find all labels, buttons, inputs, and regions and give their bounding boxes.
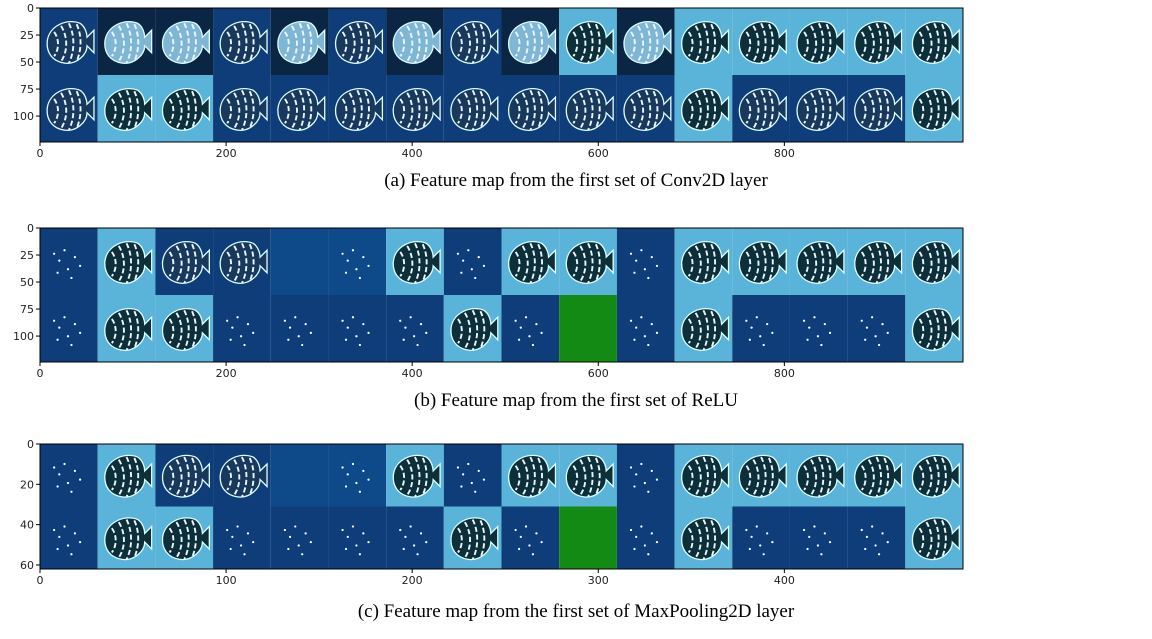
feature-tile [559, 507, 617, 570]
feature-tile [790, 507, 848, 570]
y-tick-label: 20 [20, 478, 34, 491]
y-tick-label: 60 [20, 559, 34, 572]
feature-tile [271, 228, 329, 295]
feature-tile [271, 444, 329, 507]
feature-tile [559, 295, 617, 362]
x-tick-label: 300 [588, 574, 609, 587]
feature-tile [213, 295, 271, 362]
x-tick-label: 200 [216, 367, 237, 380]
x-tick-label: 200 [216, 147, 237, 160]
panel: 0 200 400 600 800 0 25 50 75 100 (a) Feature map f… [13, 2, 963, 191]
feature-tile [732, 295, 790, 362]
figure: 02004006008000255075100(a) Feature map f… [0, 0, 1152, 639]
y-tick-label: 75 [20, 83, 34, 96]
x-tick-label: 400 [774, 574, 795, 587]
x-tick-label: 0 [37, 147, 44, 160]
feature-tile [617, 507, 675, 570]
feature-tile [40, 295, 98, 362]
y-tick-label: 75 [20, 303, 34, 316]
feature-tile [732, 507, 790, 570]
feature-tile [444, 228, 502, 295]
caption: (b) Feature map from the first set of Re… [414, 390, 738, 411]
x-tick-label: 400 [402, 367, 423, 380]
feature-tile [444, 444, 502, 507]
caption: (a) Feature map from the first set of Co… [384, 170, 768, 191]
x-tick-label: 0 [37, 574, 44, 587]
y-tick-label: 0 [27, 2, 34, 15]
x-tick-label: 600 [588, 367, 609, 380]
x-tick-label: 0 [37, 367, 44, 380]
y-tick-label: 50 [20, 276, 34, 289]
feature-tile [386, 507, 444, 570]
y-tick-label: 0 [27, 438, 34, 451]
feature-tile [386, 295, 444, 362]
feature-tile [328, 507, 386, 570]
x-tick-label: 200 [402, 574, 423, 587]
x-tick-label: 800 [774, 367, 795, 380]
x-tick-label: 800 [774, 147, 795, 160]
panel: 0 200 400 600 800 0 25 50 75 100 (b) Feature map f… [13, 222, 963, 411]
y-tick-label: 100 [13, 110, 34, 123]
feature-tile [271, 295, 329, 362]
feature-tile [617, 444, 675, 507]
y-tick-label: 100 [13, 330, 34, 343]
feature-tile [617, 228, 675, 295]
feature-tile [328, 228, 386, 295]
feature-tile [328, 295, 386, 362]
feature-tile [502, 507, 560, 570]
caption: (c) Feature map from the first set of Ma… [358, 601, 795, 622]
feature-tile [40, 228, 98, 295]
panel: 0 100 200 300 400 0 20 40 60 (c) Feature map from… [20, 438, 963, 622]
feature-tile [848, 295, 906, 362]
y-tick-label: 25 [20, 29, 34, 42]
feature-tile [848, 507, 906, 570]
feature-tile [40, 507, 98, 570]
y-tick-label: 50 [20, 56, 34, 69]
y-tick-label: 40 [20, 519, 34, 532]
feature-tile [328, 444, 386, 507]
feature-tile [502, 295, 560, 362]
x-tick-label: 400 [402, 147, 423, 160]
feature-tile [40, 444, 98, 507]
feature-tile [213, 507, 271, 570]
feature-tile [790, 295, 848, 362]
feature-tile [617, 295, 675, 362]
y-tick-label: 25 [20, 249, 34, 262]
y-tick-label: 0 [27, 222, 34, 235]
x-tick-label: 600 [588, 147, 609, 160]
x-tick-label: 100 [216, 574, 237, 587]
feature-tile [271, 507, 329, 570]
